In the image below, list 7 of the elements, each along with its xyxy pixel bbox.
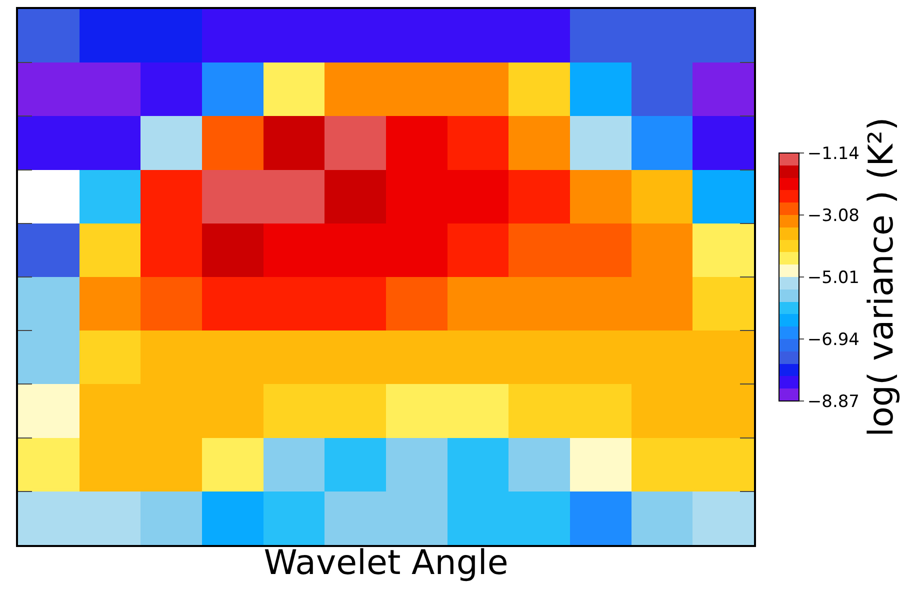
- color-bar-title: log( variance ) (K²): [862, 117, 902, 437]
- color-bar-label: −5.01: [807, 268, 860, 288]
- color-bar-label: −6.94: [807, 330, 860, 350]
- x-axis-title: Wavelet Angle: [264, 542, 508, 583]
- color-bar-label: −8.87: [807, 392, 860, 412]
- color-bar-label: −1.14: [807, 144, 860, 164]
- color-bar-label: −3.08: [807, 206, 860, 226]
